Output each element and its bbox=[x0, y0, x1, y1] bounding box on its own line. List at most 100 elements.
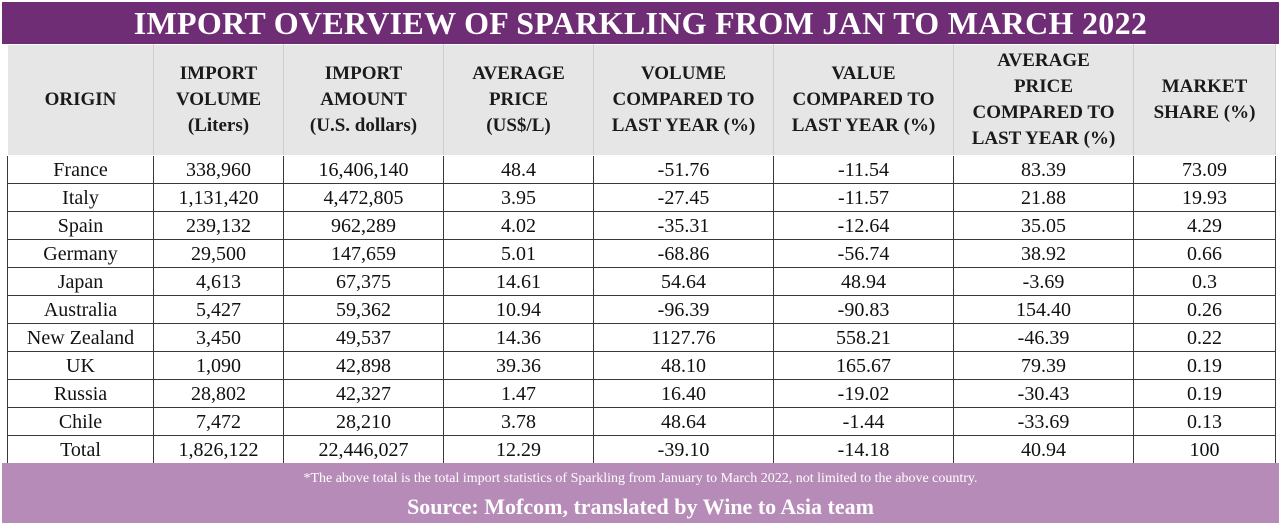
average-price-cell: 3.95 bbox=[443, 183, 594, 212]
page-title: IMPORT OVERVIEW OF SPARKLING FROM JAN TO… bbox=[2, 2, 1279, 44]
origin-cell: Total bbox=[7, 435, 154, 464]
table-row: Australia 5,427 59,362 10.94 -96.39 -90.83 154… bbox=[7, 295, 1276, 324]
footnote: *The above total is the total import sta… bbox=[303, 471, 978, 486]
column-header: VALUE COMPARED TO LAST YEAR (%) bbox=[773, 44, 954, 156]
column-header-line: LAST YEAR (%) bbox=[971, 128, 1116, 149]
import-amount-cell: 4,472,805 bbox=[283, 183, 444, 212]
column-header: IMPORT VOLUME (Liters) bbox=[153, 44, 284, 156]
column-header: AVERAGE PRICE (US$/L) bbox=[443, 44, 594, 156]
source-credit: Source: Mofcom, translated by Wine to As… bbox=[407, 494, 874, 519]
price-change-cell: 35.05 bbox=[953, 211, 1134, 240]
import-table: ORIGIN IMPORT VOLUME (Liters) IMPORT AMOUNT (U… bbox=[7, 44, 1276, 464]
column-header: AVERAGE PRICE COMPARED TO LAST YEAR (%) bbox=[953, 44, 1134, 156]
average-price-cell: 14.36 bbox=[443, 323, 594, 352]
volume-change-cell: -68.86 bbox=[593, 239, 774, 268]
column-header-line: (US$/L) bbox=[486, 115, 551, 136]
import-volume-cell: 239,132 bbox=[153, 211, 284, 240]
market-share-cell: 0.13 bbox=[1133, 407, 1276, 436]
market-share-cell: 0.26 bbox=[1133, 295, 1276, 324]
column-header-line: VALUE bbox=[831, 63, 896, 84]
value-change-cell: -56.74 bbox=[773, 239, 954, 268]
average-price-cell: 3.78 bbox=[443, 407, 594, 436]
average-price-cell: 5.01 bbox=[443, 239, 594, 268]
market-share-cell: 0.3 bbox=[1133, 267, 1276, 296]
price-change-cell: -3.69 bbox=[953, 267, 1134, 296]
import-volume-cell: 338,960 bbox=[153, 155, 284, 184]
import-amount-cell: 42,327 bbox=[283, 379, 444, 408]
column-header-line: ORIGIN bbox=[44, 89, 117, 110]
value-change-cell: -90.83 bbox=[773, 295, 954, 324]
header-row: ORIGIN IMPORT VOLUME (Liters) IMPORT AMOUNT (U… bbox=[7, 44, 1276, 156]
table-row: Total 1,826,122 22,446,027 12.29 -39.10 -14.1… bbox=[7, 435, 1276, 464]
column-header-line: VOLUME bbox=[640, 63, 727, 84]
column-header-line: LAST YEAR (%) bbox=[611, 115, 756, 136]
average-price-cell: 14.61 bbox=[443, 267, 594, 296]
average-price-cell: 4.02 bbox=[443, 211, 594, 240]
volume-change-cell: -96.39 bbox=[593, 295, 774, 324]
column-header: MARKET SHARE (%) bbox=[1133, 44, 1276, 156]
average-price-cell: 12.29 bbox=[443, 435, 594, 464]
table-row: Germany 29,500 147,659 5.01 -68.86 -56.74 38.9… bbox=[7, 239, 1276, 268]
import-volume-cell: 28,802 bbox=[153, 379, 284, 408]
market-share-cell: 0.19 bbox=[1133, 351, 1276, 380]
import-volume-cell: 1,090 bbox=[153, 351, 284, 380]
import-amount-cell: 42,898 bbox=[283, 351, 444, 380]
column-header-line: COMPARED TO bbox=[972, 102, 1115, 123]
value-change-cell: -11.57 bbox=[773, 183, 954, 212]
import-amount-cell: 49,537 bbox=[283, 323, 444, 352]
column-header-line: SHARE (%) bbox=[1153, 102, 1256, 123]
market-share-cell: 19.93 bbox=[1133, 183, 1276, 212]
average-price-cell: 1.47 bbox=[443, 379, 594, 408]
value-change-cell: -1.44 bbox=[773, 407, 954, 436]
volume-change-cell: -51.76 bbox=[593, 155, 774, 184]
import-volume-cell: 29,500 bbox=[153, 239, 284, 268]
price-change-cell: 21.88 bbox=[953, 183, 1134, 212]
origin-cell: Russia bbox=[7, 379, 154, 408]
price-change-cell: 83.39 bbox=[953, 155, 1134, 184]
volume-change-cell: 48.10 bbox=[593, 351, 774, 380]
table-row: New Zealand 3,450 49,537 14.36 1127.76 558.21… bbox=[7, 323, 1276, 352]
market-share-cell: 0.19 bbox=[1133, 379, 1276, 408]
column-header-line: IMPORT bbox=[324, 63, 403, 84]
volume-change-cell: 48.64 bbox=[593, 407, 774, 436]
value-change-cell: -11.54 bbox=[773, 155, 954, 184]
column-header-line: PRICE bbox=[1013, 76, 1074, 97]
import-amount-cell: 59,362 bbox=[283, 295, 444, 324]
price-change-cell: -30.43 bbox=[953, 379, 1134, 408]
import-volume-cell: 3,450 bbox=[153, 323, 284, 352]
column-header-line: COMPARED TO bbox=[612, 89, 755, 110]
value-change-cell: 165.67 bbox=[773, 351, 954, 380]
table-row: UK 1,090 42,898 39.36 48.10 165.67 79.39 0.19 bbox=[7, 351, 1276, 380]
column-header-line: (U.S. dollars) bbox=[309, 115, 418, 136]
column-header-line: VOLUME bbox=[175, 89, 262, 110]
table-row: Japan 4,613 67,375 14.61 54.64 48.94 -3.69 0.3 bbox=[7, 267, 1276, 296]
import-amount-cell: 147,659 bbox=[283, 239, 444, 268]
origin-cell: Germany bbox=[7, 239, 154, 268]
market-share-cell: 100 bbox=[1133, 435, 1276, 464]
value-change-cell: -19.02 bbox=[773, 379, 954, 408]
volume-change-cell: 54.64 bbox=[593, 267, 774, 296]
origin-cell: Italy bbox=[7, 183, 154, 212]
column-header: VOLUME COMPARED TO LAST YEAR (%) bbox=[593, 44, 774, 156]
table-row: France 338,960 16,406,140 48.4 -51.76 -11.54 8… bbox=[7, 155, 1276, 184]
average-price-cell: 10.94 bbox=[443, 295, 594, 324]
market-share-cell: 0.66 bbox=[1133, 239, 1276, 268]
value-change-cell: 48.94 bbox=[773, 267, 954, 296]
volume-change-cell: -35.31 bbox=[593, 211, 774, 240]
table-row: Russia 28,802 42,327 1.47 16.40 -19.02 -30.43 0… bbox=[7, 379, 1276, 408]
import-volume-cell: 4,613 bbox=[153, 267, 284, 296]
average-price-cell: 39.36 bbox=[443, 351, 594, 380]
import-amount-cell: 22,446,027 bbox=[283, 435, 444, 464]
column-header-line: AVERAGE bbox=[472, 63, 565, 84]
price-change-cell: 79.39 bbox=[953, 351, 1134, 380]
import-amount-cell: 28,210 bbox=[283, 407, 444, 436]
origin-cell: Spain bbox=[7, 211, 154, 240]
price-change-cell: -33.69 bbox=[953, 407, 1134, 436]
market-share-cell: 4.29 bbox=[1133, 211, 1276, 240]
price-change-cell: 154.40 bbox=[953, 295, 1134, 324]
value-change-cell: -12.64 bbox=[773, 211, 954, 240]
import-volume-cell: 1,131,420 bbox=[153, 183, 284, 212]
import-amount-cell: 16,406,140 bbox=[283, 155, 444, 184]
footer: *The above total is the total import sta… bbox=[2, 463, 1279, 523]
market-share-cell: 0.22 bbox=[1133, 323, 1276, 352]
